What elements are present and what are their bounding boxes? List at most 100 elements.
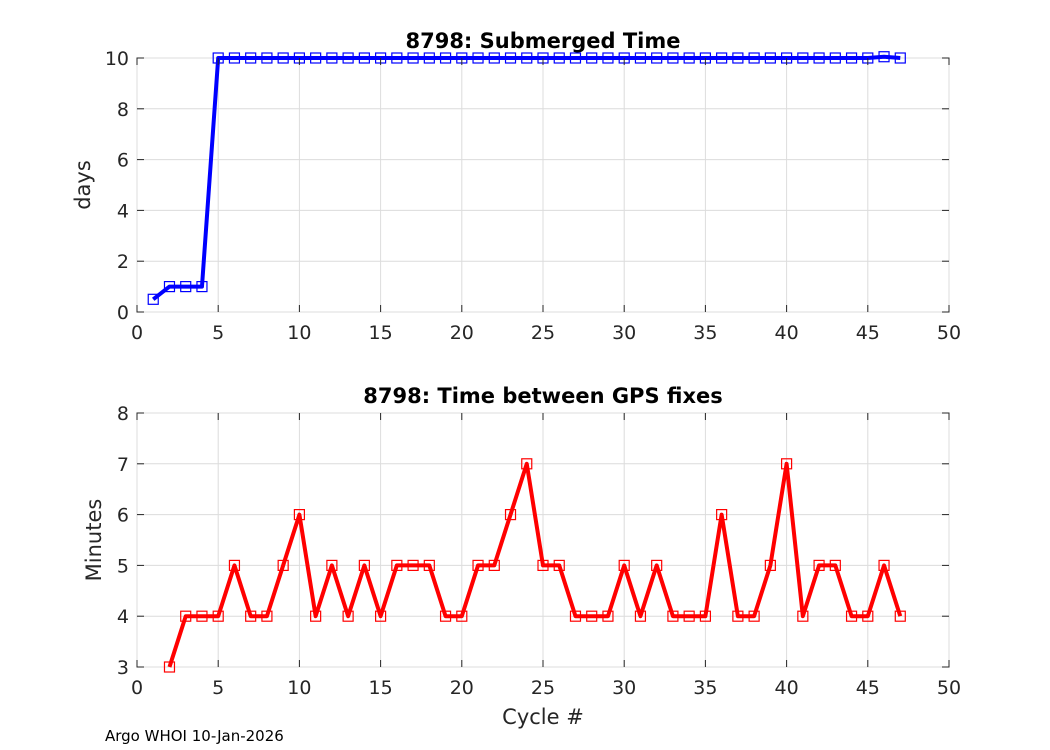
data-point-marker — [878, 51, 890, 63]
chart-title-submerged: 8798: Submerged Time — [405, 29, 680, 53]
x-tick-label: 5 — [212, 322, 224, 344]
data-point-marker — [732, 52, 744, 64]
data-point-marker — [277, 52, 289, 64]
data-point-marker — [634, 610, 647, 622]
data-point-marker — [569, 610, 582, 622]
data-point-marker — [683, 610, 695, 622]
y-tick-label: 4 — [117, 606, 129, 628]
data-point-marker — [423, 52, 435, 64]
data-point-marker — [797, 610, 809, 622]
data-point-marker — [894, 52, 906, 64]
footer-credit: Argo WHOI 10-Jan-2026 — [105, 727, 284, 745]
data-point-marker — [748, 610, 760, 622]
data-point-marker — [862, 610, 874, 622]
data-point-marker — [423, 559, 435, 572]
x-tick-label: 15 — [369, 677, 393, 699]
data-point-marker — [293, 509, 305, 521]
y-tick-label: 8 — [117, 99, 129, 121]
data-point-marker — [196, 610, 208, 622]
data-point-marker — [504, 509, 517, 521]
data-point-marker — [602, 52, 614, 64]
data-point-marker — [586, 610, 598, 622]
y-tick-label: 8 — [117, 403, 129, 425]
data-point-marker — [894, 610, 906, 622]
data-point-marker — [358, 559, 370, 572]
data-point-marker — [813, 52, 825, 64]
data-point-marker — [228, 52, 241, 64]
data-point-marker — [488, 559, 500, 572]
x-tick-label: 10 — [287, 322, 311, 344]
data-point-marker — [618, 559, 630, 572]
data-point-marker — [667, 610, 679, 622]
data-point-marker — [845, 52, 858, 64]
data-point-marker — [472, 52, 484, 64]
data-point-marker — [245, 52, 257, 64]
x-tick-label: 30 — [612, 677, 636, 699]
data-point-marker — [845, 610, 858, 622]
x-tick-label: 45 — [856, 677, 880, 699]
data-point-marker — [163, 661, 176, 673]
data-point-marker — [456, 610, 468, 622]
y-tick-label: 10 — [105, 48, 129, 70]
data-point-marker — [716, 509, 728, 521]
chart-submerged-time: 0 5 10 15 20 25 30 35 40 45 50 0 2 4 6 8 10 8798: Submer… — [71, 29, 961, 344]
data-point-marker — [569, 52, 582, 64]
x-tick-label: 0 — [131, 677, 143, 699]
x-tick-label: 40 — [775, 677, 799, 699]
data-point-marker — [342, 52, 354, 64]
y-tick-label: 4 — [117, 200, 129, 222]
data-point-marker — [407, 559, 419, 572]
data-point-marker — [228, 559, 241, 572]
data-point-marker — [829, 52, 841, 64]
x-tick-label: 15 — [369, 322, 393, 344]
x-tick-label: 25 — [531, 677, 555, 699]
y-tick-label: 6 — [117, 505, 129, 527]
data-point-marker — [407, 52, 419, 64]
data-point-marker — [326, 559, 338, 572]
data-point-marker — [212, 610, 224, 622]
x-tick-label: 45 — [856, 322, 880, 344]
chart-title-gps: 8798: Time between GPS fixes — [363, 384, 723, 408]
data-point-marker — [878, 559, 890, 572]
data-point-marker — [261, 52, 273, 64]
data-point-marker — [358, 52, 370, 64]
data-point-marker — [683, 52, 695, 64]
data-point-marker — [326, 52, 338, 64]
x-tick-label: 50 — [937, 322, 961, 344]
data-point-marker — [439, 610, 452, 622]
data-point-marker — [553, 52, 565, 64]
y-tick-label: 0 — [117, 302, 129, 324]
data-point-marker — [342, 610, 354, 622]
series-line — [167, 461, 903, 668]
data-point-marker — [504, 52, 517, 64]
x-tick-label: 50 — [937, 677, 961, 699]
x-tick-label: 0 — [131, 322, 143, 344]
data-point-marker — [602, 610, 614, 622]
data-point-marker — [261, 610, 273, 622]
data-point-marker — [163, 281, 176, 293]
y-axis-label-days: days — [71, 160, 95, 210]
data-point-marker — [651, 559, 663, 572]
data-point-marker — [829, 559, 841, 572]
x-tick-label: 5 — [212, 677, 224, 699]
data-point-marker — [521, 458, 533, 470]
data-point-marker — [521, 52, 533, 64]
data-point-marker — [797, 52, 809, 64]
x-tick-label: 40 — [775, 322, 799, 344]
data-point-marker — [277, 559, 289, 572]
data-point-marker — [488, 52, 500, 64]
data-point-marker — [764, 52, 776, 64]
x-tick-label: 35 — [693, 677, 717, 699]
data-point-marker — [716, 52, 728, 64]
data-point-marker — [310, 610, 322, 622]
data-point-marker — [245, 610, 257, 622]
data-point-marker — [375, 610, 387, 622]
data-point-marker — [667, 52, 679, 64]
data-point-marker — [748, 52, 760, 64]
x-tick-label: 35 — [693, 322, 717, 344]
data-point-marker — [439, 52, 452, 64]
y-tick-label: 3 — [117, 657, 129, 679]
data-point-marker — [180, 281, 192, 293]
